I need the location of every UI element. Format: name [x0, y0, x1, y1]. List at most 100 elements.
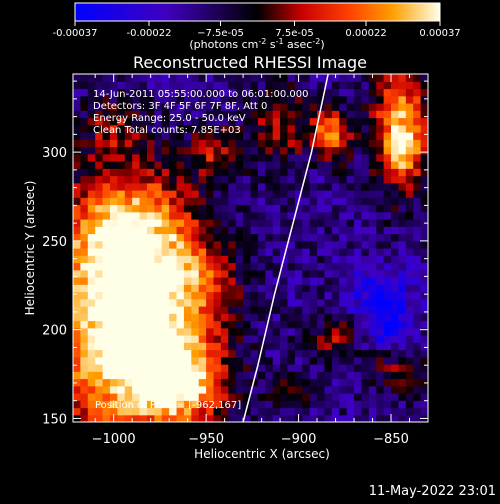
heatmap-cell — [161, 153, 170, 162]
heatmap-cell — [250, 161, 259, 169]
heatmap-cell — [206, 226, 215, 235]
heatmap-cell — [398, 132, 407, 140]
heatmap-cell — [124, 407, 133, 416]
heatmap-cell — [139, 124, 148, 133]
heatmap-cell — [265, 175, 274, 184]
heatmap-cell — [73, 103, 81, 111]
heatmap-cell — [287, 168, 296, 177]
heatmap-cell — [139, 313, 148, 322]
heatmap-cell — [80, 81, 89, 90]
heatmap-cell — [420, 335, 428, 343]
heatmap-cell — [220, 211, 229, 220]
heatmap-cell — [146, 168, 155, 177]
heatmap-cell — [95, 81, 104, 90]
heatmap-cell — [280, 371, 289, 380]
heatmap-cell — [302, 110, 311, 119]
heatmap-cell — [391, 407, 400, 416]
x-tick-label: −850 — [373, 432, 409, 447]
heatmap-cell — [420, 298, 428, 307]
heatmap-cell — [117, 81, 126, 90]
heatmap-cell — [250, 378, 259, 387]
heatmap-cell — [309, 414, 318, 422]
heatmap-cell — [243, 342, 252, 351]
heatmap-cell — [265, 400, 274, 409]
heatmap-cell — [368, 371, 377, 380]
heatmap-cell — [206, 291, 215, 300]
heatmap-cell — [324, 233, 333, 242]
heatmap-cell — [287, 88, 296, 97]
heatmap-cell — [294, 95, 303, 104]
heatmap-cell — [361, 146, 370, 155]
heatmap-cell — [257, 168, 266, 177]
heatmap-cell — [161, 291, 170, 300]
heatmap-cell — [146, 385, 155, 394]
heatmap-cell — [154, 110, 163, 119]
heatmap-cell — [383, 248, 392, 256]
heatmap-cell — [361, 153, 370, 162]
heatmap-cell — [383, 306, 392, 314]
heatmap-cell — [324, 277, 333, 285]
heatmap-cell — [169, 277, 178, 285]
heatmap-cell — [339, 385, 348, 394]
heatmap-cell — [280, 378, 289, 387]
heatmap-cell — [169, 306, 178, 314]
heatmap-cell — [413, 335, 422, 343]
heatmap-cell — [102, 117, 111, 126]
heatmap-cell — [376, 342, 385, 351]
heatmap-cell — [287, 182, 296, 191]
heatmap-cell — [243, 284, 252, 293]
heatmap-cell — [391, 219, 400, 227]
heatmap-cell — [220, 146, 229, 155]
heatmap-cell — [183, 95, 192, 104]
heatmap-cell — [117, 291, 126, 300]
heatmap-cell — [191, 182, 200, 191]
heatmap-cell — [161, 400, 170, 409]
heatmap-cell — [154, 233, 163, 242]
heatmap-cell — [95, 393, 104, 401]
heatmap-cell — [294, 190, 303, 198]
heatmap-cell — [87, 342, 96, 351]
heatmap-cell — [169, 168, 178, 177]
heatmap-cell — [132, 269, 141, 278]
heatmap-cell — [280, 248, 289, 256]
heatmap-cell — [413, 175, 422, 184]
heatmap-cell — [220, 385, 229, 394]
heatmap-cell — [287, 284, 296, 293]
heatmap-cell — [87, 182, 96, 191]
heatmap-cell — [420, 364, 428, 372]
heatmap-cell — [183, 364, 192, 372]
heatmap-cell — [398, 327, 407, 336]
heatmap-cell — [376, 88, 385, 97]
heatmap-cell — [87, 364, 96, 372]
heatmap-cell — [250, 262, 259, 271]
heatmap-cell — [383, 378, 392, 387]
heatmap-cell — [191, 197, 200, 206]
heatmap-cell — [73, 240, 81, 249]
heatmap-cell — [339, 400, 348, 409]
heatmap-cell — [169, 313, 178, 322]
heatmap-cell — [213, 291, 222, 300]
heatmap-cell — [183, 255, 192, 264]
heatmap-cell — [117, 190, 126, 198]
heatmap-cell — [146, 233, 155, 242]
heatmap-cell — [272, 385, 281, 394]
heatmap-cell — [339, 175, 348, 184]
heatmap-cell — [331, 313, 340, 322]
heatmap-cell — [368, 153, 377, 162]
heatmap-cell — [95, 182, 104, 191]
heatmap-cell — [161, 277, 170, 285]
heatmap-cell — [80, 400, 89, 409]
heatmap-cell — [398, 393, 407, 401]
heatmap-cell — [169, 255, 178, 264]
heatmap-cell — [317, 335, 326, 343]
heatmap-cell — [139, 306, 148, 314]
heatmap-cell — [198, 132, 207, 140]
heatmap-cell — [398, 269, 407, 278]
heatmap-cell — [161, 190, 170, 198]
heatmap-cell — [169, 342, 178, 351]
heatmap-cell — [361, 269, 370, 278]
heatmap-cell — [405, 219, 414, 227]
heatmap-cell — [102, 393, 111, 401]
heatmap-cell — [139, 110, 148, 119]
heatmap-cell — [132, 364, 141, 372]
